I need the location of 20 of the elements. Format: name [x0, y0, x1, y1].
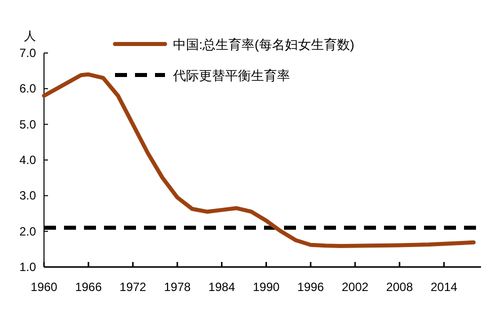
- ytick: 2.0: [19, 224, 36, 238]
- ytick: 4.0: [19, 153, 36, 167]
- xtick: 1960: [30, 280, 58, 294]
- legend-label: 代际更替平衡生育率: [173, 68, 290, 83]
- ytick: 1.0: [19, 260, 36, 274]
- xtick: 1990: [252, 280, 280, 294]
- xtick: 1996: [297, 280, 324, 294]
- xtick: 2008: [386, 280, 413, 294]
- ytick: 6.0: [19, 82, 36, 96]
- xtick: 1972: [120, 280, 146, 294]
- xtick: 2002: [342, 280, 368, 294]
- ytick: 3.0: [19, 188, 36, 203]
- xtick: 2014: [430, 280, 458, 294]
- xtick: 1978: [164, 280, 191, 294]
- ytick: 5.0: [19, 117, 36, 132]
- xtick: 1966: [75, 280, 102, 294]
- legend-label: 中国:总生育率(每名妇女生育数): [173, 37, 354, 52]
- xtick: 1984: [208, 280, 236, 294]
- ylabel: 人: [24, 29, 36, 43]
- ytick: 7.0: [19, 46, 36, 60]
